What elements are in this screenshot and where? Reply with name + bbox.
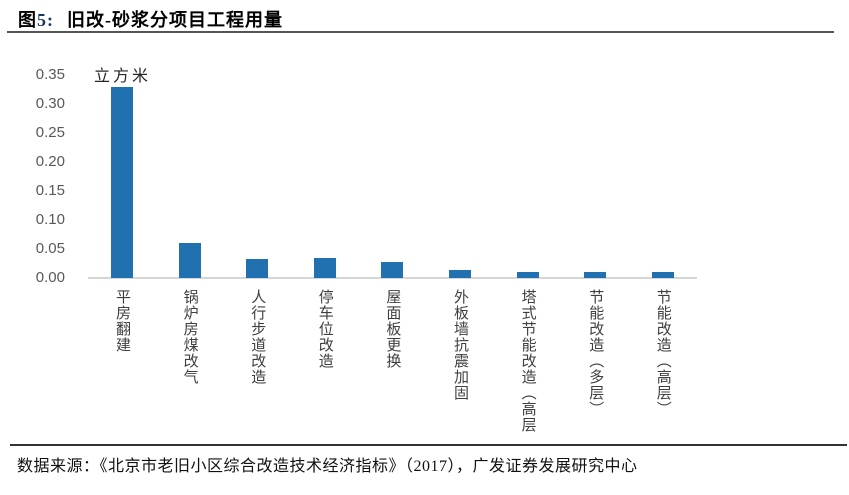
y-axis-tick-label: 0.20 bbox=[35, 153, 65, 170]
bar bbox=[111, 86, 133, 278]
figure-title-text: 旧改-砂浆分项目工程用量 bbox=[67, 10, 283, 30]
bar bbox=[246, 258, 269, 278]
bar bbox=[449, 270, 471, 278]
figure-number-prefix: 图 bbox=[18, 10, 37, 30]
y-axis-tick-label: 0.35 bbox=[35, 66, 65, 83]
figure-title: 图5: 旧改-砂浆分项目工程用量 bbox=[18, 6, 283, 32]
data-source-note: 数据来源：《北京市老旧小区综合改造技术经济指标》（2017），广发证券发展研究中… bbox=[17, 458, 638, 475]
x-axis-category-label: 节能改造（高层） bbox=[654, 289, 671, 417]
y-axis-tick-label: 0.00 bbox=[35, 269, 65, 286]
x-axis-category-label: 塔式节能改造（高层 bbox=[519, 289, 536, 433]
y-axis-unit-label: 立方米 bbox=[94, 68, 152, 85]
x-axis-category-label: 屋面板更换 bbox=[384, 289, 401, 369]
bar bbox=[313, 258, 336, 278]
y-axis-tick-label: 0.10 bbox=[35, 211, 65, 228]
y-axis-tick-label: 0.30 bbox=[35, 95, 65, 112]
figure-number-value: 5: bbox=[37, 10, 54, 30]
y-axis-tick-label: 0.15 bbox=[35, 182, 65, 199]
bar bbox=[178, 243, 201, 278]
title-divider bbox=[7, 31, 834, 33]
x-axis-category-label: 节能改造（多层） bbox=[587, 289, 604, 417]
bar bbox=[516, 271, 539, 278]
y-axis-tick-label: 0.25 bbox=[35, 124, 65, 141]
x-axis-category-label: 平房翻建 bbox=[114, 289, 130, 353]
bar bbox=[651, 272, 674, 278]
footer-divider bbox=[10, 444, 847, 446]
y-axis-tick-label: 0.05 bbox=[35, 240, 65, 257]
x-axis-category-label: 外板墙抗震加固 bbox=[452, 289, 468, 401]
x-axis-category-label: 人行步道改造 bbox=[249, 289, 266, 385]
bar bbox=[381, 261, 404, 278]
x-axis-line bbox=[88, 277, 697, 279]
figure-number: 图5: bbox=[18, 10, 54, 30]
x-axis-category-label: 锅炉房煤改气 bbox=[181, 289, 198, 385]
x-axis-category-label: 停车位改造 bbox=[316, 289, 333, 369]
bar bbox=[584, 272, 607, 278]
